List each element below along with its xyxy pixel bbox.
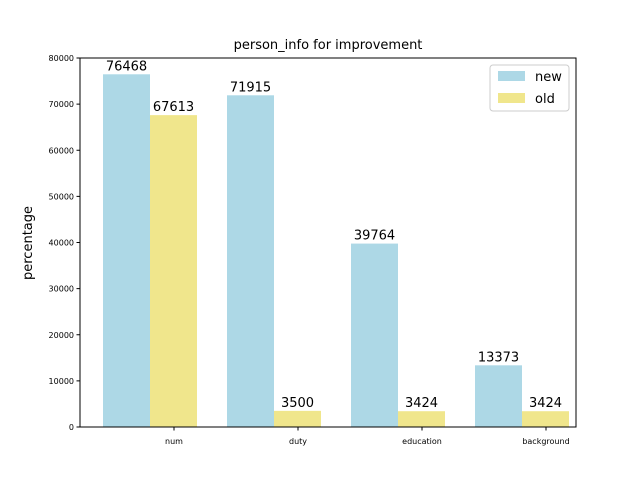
bar-new-background [475,365,522,427]
y-tick-label: 60000 [49,146,74,155]
data-label-new-duty: 71915 [230,80,271,95]
bar-new-education [351,243,398,427]
data-label-old-background: 3424 [529,396,562,411]
data-label-old-num: 67613 [153,100,194,115]
data-label-old-education: 3424 [405,396,438,411]
data-label-new-num: 76468 [106,59,147,74]
bar-new-duty [227,95,274,428]
data-label-old-duty: 3500 [281,396,314,411]
y-tick-label: 20000 [49,331,74,340]
bar-old-duty [274,410,321,427]
data-label-new-background: 13373 [478,350,519,365]
legend-swatch-new [498,71,525,81]
y-tick-label: 30000 [49,285,74,294]
legend-label-new: new [535,70,562,85]
legend: new old [489,64,570,112]
chart-title: person_info for improvement [234,38,423,53]
bar-old-education [398,411,445,427]
y-tick-label: 80000 [49,54,74,63]
bar-new-num [103,74,150,427]
x-tick-label: duty [289,437,307,446]
legend-swatch-old [498,93,525,103]
legend-label-old: old [535,92,555,107]
x-tick-label: num [165,437,183,446]
bar-old-background [522,411,569,427]
x-tick-label: education [402,437,442,446]
y-tick-label: 40000 [49,239,74,248]
x-tick-label: background [522,437,569,446]
bar-old-num [150,115,197,427]
y-tick-label: 70000 [49,100,74,109]
y-axis-label: percentage [21,206,36,280]
plot-area: 76468 71915 39764 13373 67613 3500 3424 3424 0 10… [49,54,577,446]
data-label-new-education: 39764 [354,229,395,244]
y-tick-label: 10000 [49,377,74,386]
y-tick-label: 0 [69,423,74,432]
y-tick-label: 50000 [49,192,74,201]
